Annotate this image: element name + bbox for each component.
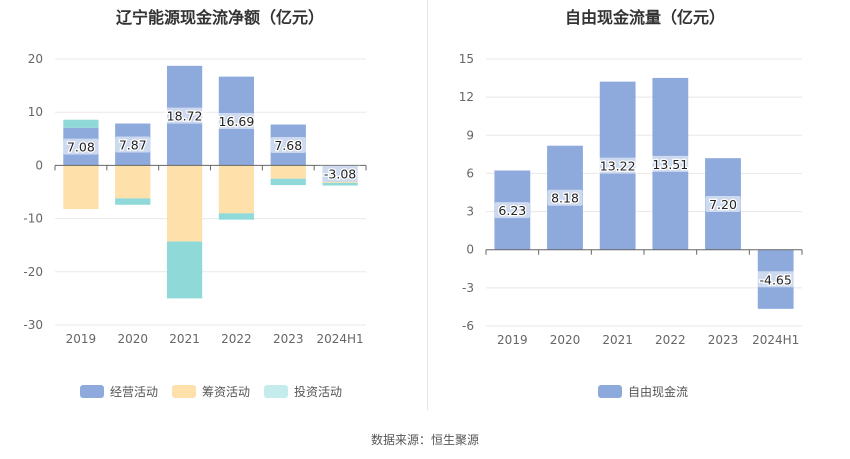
y-tick-label: 0: [35, 158, 43, 172]
x-tick-label: 2021: [602, 333, 633, 347]
right-legend: 自由现金流: [598, 383, 702, 400]
legend-label: 投资活动: [294, 385, 343, 399]
y-tick-label: 6: [466, 166, 474, 180]
bar-投资活动-2024H1: [322, 182, 358, 186]
y-tick-label: -20: [23, 265, 43, 279]
legend-swatch: [172, 385, 197, 398]
bar-筹资活动-2024H1: [322, 181, 358, 183]
y-tick-label: 0: [466, 243, 474, 257]
data-label-bg: [215, 113, 258, 130]
legend-item-financing[interactable]: 筹资活动: [172, 383, 250, 400]
y-tick-label: -6: [462, 319, 474, 333]
y-tick-label: 15: [459, 52, 474, 66]
data-label: 7.68: [274, 138, 302, 153]
x-tick-label: 2024H1: [752, 333, 799, 347]
legend-item-investing[interactable]: 投资活动: [264, 383, 342, 400]
data-label-bg: [270, 136, 306, 153]
data-label-bg: [163, 107, 206, 124]
x-tick-label: 2020: [550, 333, 581, 347]
right-chart-title: 自由现金流量（亿元）: [564, 8, 725, 27]
legend-item-free-cash-flow[interactable]: 自由现金流: [598, 383, 688, 400]
bar-投资活动-2019: [63, 119, 99, 128]
x-tick-label: 2019: [497, 333, 528, 347]
x-tick-label: 2020: [117, 332, 148, 346]
data-label: 13.51: [652, 157, 688, 172]
data-label: 13.22: [600, 159, 636, 174]
y-tick-label: -3: [462, 281, 474, 295]
data-label-bg: [63, 138, 99, 155]
bar-筹资活动-2021: [166, 165, 203, 242]
bar-筹资活动-2019: [63, 165, 99, 210]
panel-divider: [427, 0, 428, 410]
left-chart-title: 辽宁能源现金流净额（亿元）: [115, 8, 324, 27]
bar-投资活动-2023: [270, 178, 306, 186]
data-label-bg: [705, 195, 741, 212]
x-tick-label: 2019: [66, 332, 97, 346]
left-chart: -30 -20 -10 0 10 20 7.08 7.87 18.72 16.69 7.68 -3.0…: [23, 52, 367, 346]
right-chart: -6 -3 0 3 6 9 12 15 6.23 8.18 13.22 13.51 7.20 -4.65 2…: [459, 52, 803, 347]
legend-swatch: [598, 385, 622, 398]
x-tick-label: 2023: [273, 332, 304, 346]
x-tick-label: 2024H1: [316, 332, 363, 346]
data-label: 7.20: [709, 197, 737, 212]
data-label-bg: [547, 189, 583, 206]
data-label: 8.18: [551, 191, 579, 206]
data-label-bg: [649, 155, 692, 172]
x-tick-label: 2021: [169, 332, 200, 346]
y-tick-label: 3: [466, 205, 474, 219]
bar-筹资活动-2023: [270, 165, 306, 179]
y-tick-label: 20: [28, 52, 43, 66]
bar-投资活动-2021: [166, 241, 203, 299]
legend-swatch: [80, 385, 104, 398]
data-label-bg: [754, 271, 797, 288]
x-tick-label: 2022: [221, 332, 252, 346]
data-label: -3.08: [324, 167, 356, 182]
data-label: 18.72: [167, 109, 203, 124]
y-tick-label: 10: [28, 105, 43, 119]
data-label: 7.08: [67, 140, 95, 155]
y-tick-label: -30: [23, 318, 43, 332]
legend-label: 筹资活动: [202, 385, 251, 399]
bar-投资活动-2020: [115, 198, 151, 205]
legend-swatch: [264, 385, 289, 398]
data-label-bg: [318, 165, 362, 182]
legend-item-operating[interactable]: 经营活动: [80, 383, 158, 400]
bar-筹资活动-2020: [115, 165, 151, 199]
left-legend: 经营活动 筹资活动 投资活动: [80, 383, 356, 400]
data-label: -4.65: [759, 272, 791, 287]
legend-label: 经营活动: [110, 385, 159, 399]
y-tick-label: 12: [459, 90, 474, 104]
bar-筹资活动-2022: [218, 165, 255, 214]
data-source: 数据来源：恒生聚源: [370, 433, 479, 447]
bar-投资活动-2022: [218, 213, 255, 220]
y-tick-label: -10: [23, 212, 43, 226]
x-tick-label: 2022: [655, 333, 686, 347]
data-label: 7.87: [119, 137, 147, 152]
y-tick-label: 9: [466, 128, 474, 142]
data-label-bg: [115, 136, 151, 153]
data-label-bg: [596, 157, 639, 174]
legend-label: 自由现金流: [628, 385, 689, 399]
data-label-bg: [494, 202, 530, 219]
x-tick-label: 2023: [708, 333, 739, 347]
data-label: 16.69: [219, 114, 255, 129]
data-label: 6.23: [498, 203, 526, 218]
